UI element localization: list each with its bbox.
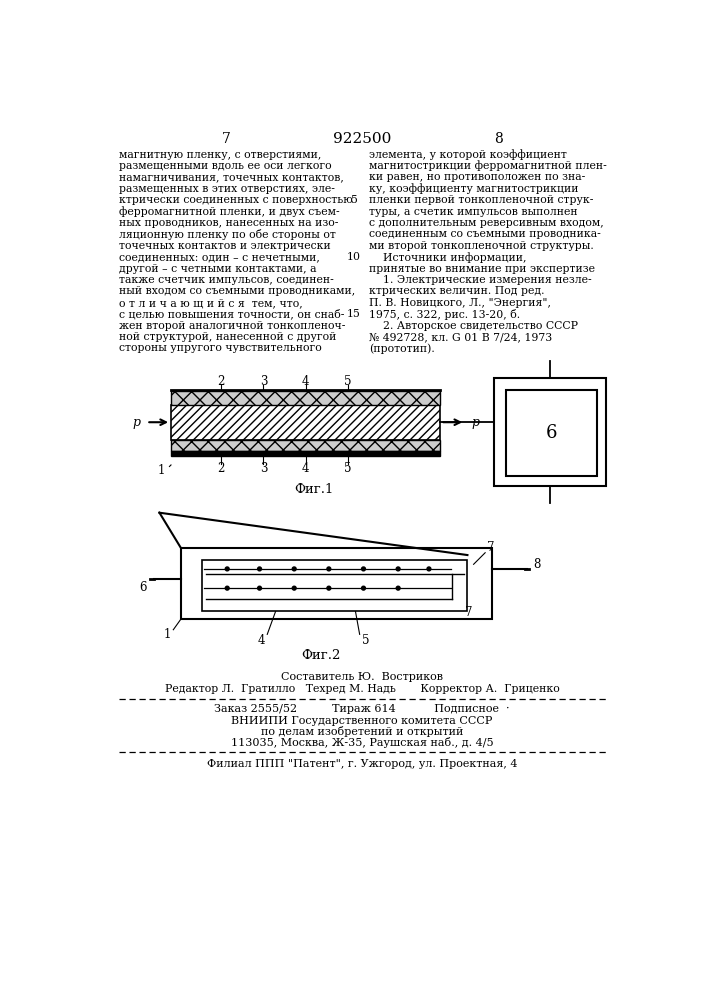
Text: ВНИИПИ Государственного комитета СССР: ВНИИПИ Государственного комитета СССР <box>231 716 493 726</box>
Circle shape <box>327 567 331 571</box>
Text: соединенным со съемными проводника-: соединенным со съемными проводника- <box>369 229 601 239</box>
Text: 113035, Москва, Ж-35, Раушская наб., д. 4/5: 113035, Москва, Ж-35, Раушская наб., д. … <box>230 737 493 748</box>
Text: 2: 2 <box>217 462 225 475</box>
Circle shape <box>226 586 229 590</box>
Bar <box>171 405 440 440</box>
Text: 7: 7 <box>465 606 473 619</box>
Text: 1975, с. 322, рис. 13-20, б.: 1975, с. 322, рис. 13-20, б. <box>369 309 520 320</box>
Text: ми второй тонкопленочной структуры.: ми второй тонкопленочной структуры. <box>369 241 594 251</box>
Text: 2: 2 <box>217 375 225 388</box>
Text: о т л и ч а ю щ и й с я  тем, что,: о т л и ч а ю щ и й с я тем, что, <box>119 298 303 308</box>
Text: 3: 3 <box>259 462 267 475</box>
Text: 5: 5 <box>362 634 370 647</box>
Text: ки равен, но противоположен по зна-: ки равен, но противоположен по зна- <box>369 172 585 182</box>
Circle shape <box>292 567 296 571</box>
Text: 6: 6 <box>546 424 557 442</box>
Text: ной структурой, нанесенной с другой: ной структурой, нанесенной с другой <box>119 332 337 342</box>
Text: пленки первой тонкопленочной струк-: пленки первой тонкопленочной струк- <box>369 195 593 205</box>
Text: 7: 7 <box>222 132 231 146</box>
Circle shape <box>396 586 400 590</box>
Text: жен второй аналогичной тонкопленоч-: жен второй аналогичной тонкопленоч- <box>119 321 346 331</box>
Text: точечных контактов и электрически: точечных контактов и электрически <box>119 241 331 251</box>
Text: 1: 1 <box>158 464 165 477</box>
Text: 4: 4 <box>302 462 310 475</box>
Text: также счетчик импульсов, соединен-: также счетчик импульсов, соединен- <box>119 275 334 285</box>
Text: с дополнительным реверсивным входом,: с дополнительным реверсивным входом, <box>369 218 604 228</box>
Bar <box>494 378 606 486</box>
Circle shape <box>327 586 331 590</box>
Text: p: p <box>132 416 141 429</box>
Bar <box>171 440 440 451</box>
Circle shape <box>292 586 296 590</box>
Text: 6: 6 <box>139 581 146 594</box>
Text: ный входом со съемными проводниками,: ный входом со съемными проводниками, <box>119 286 356 296</box>
Text: принятые во внимание при экспертизе: принятые во внимание при экспертизе <box>369 264 595 274</box>
Text: туры, а счетик импульсов выполнен: туры, а счетик импульсов выполнен <box>369 207 578 217</box>
Text: 5: 5 <box>350 195 357 205</box>
Text: Заказ 2555/52          Тираж 614           Подписное  ·: Заказ 2555/52 Тираж 614 Подписное · <box>214 704 510 714</box>
Text: 10: 10 <box>346 252 361 262</box>
Circle shape <box>396 567 400 571</box>
Bar <box>181 548 492 619</box>
Text: ку, коэффициенту магнитострикции: ку, коэффициенту магнитострикции <box>369 183 578 194</box>
Text: 1. Электрические измерения незле-: 1. Электрические измерения незле- <box>369 275 592 285</box>
Text: размещенных в этих отверстиях, эле-: размещенных в этих отверстиях, эле- <box>119 184 335 194</box>
Text: ляционную пленку по обе стороны от: ляционную пленку по обе стороны от <box>119 229 337 240</box>
Text: 1: 1 <box>163 628 171 641</box>
Bar <box>201 560 467 611</box>
Text: 15: 15 <box>346 309 361 319</box>
Text: магнитострикции ферромагнитной плен-: магнитострикции ферромагнитной плен- <box>369 161 607 171</box>
Text: Составитель Ю.  Востриков: Составитель Ю. Востриков <box>281 672 443 682</box>
Text: 8: 8 <box>494 132 503 146</box>
Circle shape <box>257 586 262 590</box>
Text: 3: 3 <box>259 375 267 388</box>
Text: 4: 4 <box>302 375 310 388</box>
Text: Фиг.2: Фиг.2 <box>301 649 341 662</box>
Bar <box>506 389 597 476</box>
Circle shape <box>427 567 431 571</box>
Text: (прототип).: (прототип). <box>369 343 435 354</box>
Text: Редактор Л.  Гратилло   Техред М. Надь       Корректор А.  Гриценко: Редактор Л. Гратилло Техред М. Надь Корр… <box>165 684 559 694</box>
Text: намагничивания, точечных контактов,: намагничивания, точечных контактов, <box>119 172 344 182</box>
Text: ных проводников, нанесенных на изо-: ных проводников, нанесенных на изо- <box>119 218 339 228</box>
Text: 2. Авторское свидетельство СССР: 2. Авторское свидетельство СССР <box>369 321 578 331</box>
Text: Филиал ППП "Патент", г. Ужгород, ул. Проектная, 4: Филиал ППП "Патент", г. Ужгород, ул. Про… <box>206 759 518 769</box>
Text: магнитную пленку, с отверстиями,: магнитную пленку, с отверстиями, <box>119 150 322 160</box>
Circle shape <box>361 586 366 590</box>
Circle shape <box>361 567 366 571</box>
Text: с целью повышения точности, он снаб-: с целью повышения точности, он снаб- <box>119 309 345 320</box>
Circle shape <box>226 567 229 571</box>
Text: П. В. Новицкого, Л., "Энергия",: П. В. Новицкого, Л., "Энергия", <box>369 298 551 308</box>
Text: стороны упругого чувствительного: стороны упругого чувствительного <box>119 343 322 353</box>
Text: Источники информации,: Источники информации, <box>369 252 527 263</box>
Text: размещенными вдоль ее оси легкого: размещенными вдоль ее оси легкого <box>119 161 332 171</box>
Circle shape <box>257 567 262 571</box>
Bar <box>171 391 440 405</box>
Text: ктрически соединенных с поверхностью: ктрически соединенных с поверхностью <box>119 195 354 205</box>
Text: ктрических величин. Под ред.: ктрических величин. Под ред. <box>369 286 544 296</box>
Text: Фиг.1: Фиг.1 <box>293 483 333 496</box>
Text: по делам изобретений и открытий: по делам изобретений и открытий <box>261 726 463 737</box>
Text: 8: 8 <box>533 558 540 571</box>
Text: соединенных: один – с нечетными,: соединенных: один – с нечетными, <box>119 252 320 262</box>
Text: p: p <box>472 416 480 429</box>
Text: другой – с четными контактами, а: другой – с четными контактами, а <box>119 264 317 274</box>
Text: 5: 5 <box>344 462 352 475</box>
Text: ферромагнитной пленки, и двух съем-: ферромагнитной пленки, и двух съем- <box>119 206 340 217</box>
Text: 5: 5 <box>344 375 352 388</box>
Bar <box>171 451 440 456</box>
Text: элемента, у которой коэффициент: элемента, у которой коэффициент <box>369 149 567 160</box>
Text: 7: 7 <box>487 541 494 554</box>
Text: № 492728, кл. G 01 B 7/24, 1973: № 492728, кл. G 01 B 7/24, 1973 <box>369 332 552 342</box>
Text: 922500: 922500 <box>333 132 391 146</box>
Text: 4: 4 <box>257 634 265 647</box>
